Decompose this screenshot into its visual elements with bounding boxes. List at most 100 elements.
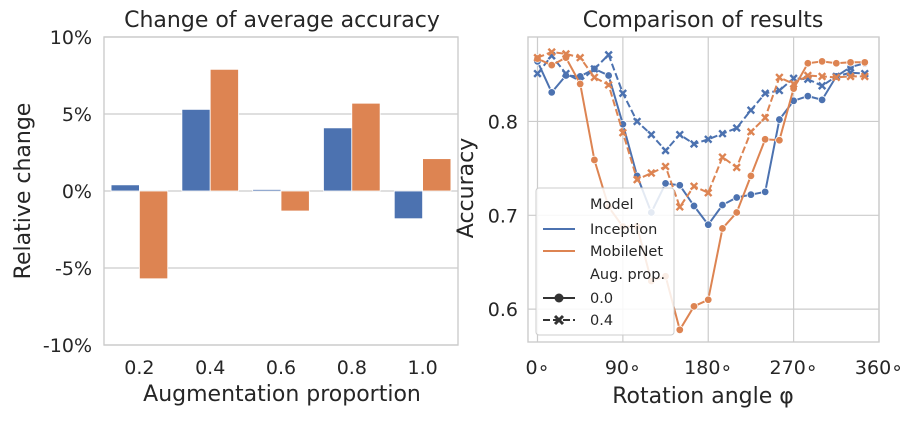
bar-inception-0.2 <box>110 184 140 192</box>
point-mobilenet-0.4 <box>832 73 841 82</box>
point-mobilenet-0.0 <box>817 57 827 66</box>
point-inception-0.4 <box>661 146 670 155</box>
legend-prop-04-marker <box>553 314 565 326</box>
point-mobilenet-0.4 <box>789 79 798 89</box>
point-mobilenet-0.4 <box>618 128 628 137</box>
bar-xtick-label: 0.8 <box>337 357 367 379</box>
point-mobilenet-0.0 <box>846 58 855 67</box>
point-inception-0.0 <box>732 193 741 202</box>
legend-prop-00-marker <box>554 293 564 303</box>
point-mobilenet-0.0 <box>590 155 599 165</box>
point-mobilenet-0.0 <box>803 59 813 68</box>
bar-xtick-label: 0.4 <box>195 357 225 379</box>
line-xtick-label: 90∘ <box>605 357 641 379</box>
bar-xtick-label: 0.6 <box>266 357 296 379</box>
point-mobilenet-0.4 <box>746 127 756 136</box>
point-mobilenet-0.4 <box>632 175 642 184</box>
point-mobilenet-0.4 <box>704 188 713 197</box>
line-xtick-label: 180∘ <box>684 357 732 379</box>
legend-model-title: Model <box>590 197 634 213</box>
point-mobilenet-0.4 <box>817 72 827 81</box>
bar-chart-ylabel: Relative change <box>11 103 36 280</box>
point-inception-0.4 <box>632 117 642 126</box>
point-mobilenet-0.4 <box>675 202 684 212</box>
bar-mobilenet-1.0 <box>422 158 452 192</box>
bar-mobilenet-0.6 <box>280 190 310 212</box>
point-inception-0.0 <box>775 115 784 124</box>
point-mobilenet-0.0 <box>689 302 699 311</box>
bar-ytick-label: -5% <box>55 258 92 280</box>
point-mobilenet-0.4 <box>647 168 656 178</box>
point-inception-0.4 <box>817 81 827 90</box>
point-inception-0.0 <box>689 201 699 211</box>
line-xtick-label: 270∘ <box>770 357 818 379</box>
point-mobilenet-0.4 <box>547 47 556 57</box>
point-mobilenet-0.0 <box>718 224 727 233</box>
point-inception-0.0 <box>618 120 628 129</box>
point-inception-0.4 <box>590 64 599 74</box>
bar-ytick-label: 0% <box>62 181 92 203</box>
bar-xtick-label: 1.0 <box>407 357 437 379</box>
bar-mobilenet-0.4 <box>209 68 239 192</box>
point-mobilenet-0.4 <box>604 80 613 90</box>
point-mobilenet-0.4 <box>689 182 699 191</box>
point-inception-0.4 <box>761 89 770 98</box>
point-mobilenet-0.4 <box>803 71 812 80</box>
point-mobilenet-0.4 <box>576 53 585 62</box>
point-inception-0.0 <box>661 179 670 188</box>
point-inception-0.4 <box>718 129 727 138</box>
line-ytick-label: 0.6 <box>488 299 518 321</box>
line-chart: Comparison of results 0.6 0.7 0.8 0∘ 90∘ 180∘… <box>454 8 903 409</box>
bar-inception-0.4 <box>181 108 211 192</box>
point-inception-0.4 <box>561 69 571 78</box>
bar-inception-0.8 <box>323 127 353 192</box>
point-inception-0.4 <box>618 89 628 98</box>
point-mobilenet-0.4 <box>860 72 869 81</box>
line-chart-xlabel: Rotation angle φ <box>612 384 794 409</box>
point-inception-0.0 <box>675 181 684 190</box>
legend: Model Inception MobileNet Aug. prop. 0.0… <box>535 187 675 336</box>
bar-chart: Change of average accuracy -10% -5% 0% 5% 10… <box>11 8 459 407</box>
point-mobilenet-0.4 <box>775 73 784 82</box>
point-inception-0.0 <box>561 71 571 80</box>
point-mobilenet-0.0 <box>547 60 556 70</box>
point-inception-0.4 <box>704 135 713 144</box>
point-inception-0.0 <box>803 91 813 101</box>
point-inception-0.4 <box>689 139 699 149</box>
line-xtick-label: 360∘ <box>855 357 903 379</box>
point-mobilenet-0.0 <box>732 208 741 217</box>
point-inception-0.0 <box>604 71 613 80</box>
line-chart-title: Comparison of results <box>583 8 824 33</box>
bar-ytick-label: -10% <box>43 335 92 357</box>
bar-ytick-label: 10% <box>50 27 92 49</box>
legend-prop-00-label: 0.0 <box>590 291 613 307</box>
bar-mobilenet-0.8 <box>351 102 381 192</box>
point-mobilenet-0.0 <box>860 58 869 67</box>
bar-inception-0.6 <box>252 189 282 192</box>
point-inception-0.0 <box>746 190 756 199</box>
point-mobilenet-0.4 <box>761 113 770 122</box>
line-chart-frame <box>527 36 880 343</box>
bar-mobilenet-0.2 <box>138 190 169 280</box>
point-mobilenet-0.0 <box>575 79 585 89</box>
point-mobilenet-0.0 <box>746 171 756 181</box>
bar-chart-xlabel: Augmentation proportion <box>143 382 421 407</box>
line-ytick-label: 0.7 <box>488 205 518 227</box>
point-mobilenet-0.4 <box>533 53 542 62</box>
line-chart-ylabel: Accuracy <box>454 138 479 238</box>
point-mobilenet-0.4 <box>846 72 855 81</box>
line-ytick-label: 0.8 <box>488 111 518 133</box>
legend-mobilenet-label: MobileNet <box>590 244 663 260</box>
point-mobilenet-0.0 <box>704 295 713 304</box>
point-inception-0.0 <box>547 88 556 97</box>
point-mobilenet-0.0 <box>675 325 684 334</box>
legend-prop-04-label: 0.4 <box>590 313 613 329</box>
legend-prop-title: Aug. prop. <box>590 267 665 283</box>
point-mobilenet-0.0 <box>775 136 784 145</box>
point-inception-0.0 <box>704 220 713 229</box>
bar-inception-1.0 <box>393 190 423 220</box>
point-mobilenet-0.0 <box>760 135 770 144</box>
line-xtick-label: 0∘ <box>525 357 549 379</box>
point-inception-0.4 <box>775 86 784 95</box>
